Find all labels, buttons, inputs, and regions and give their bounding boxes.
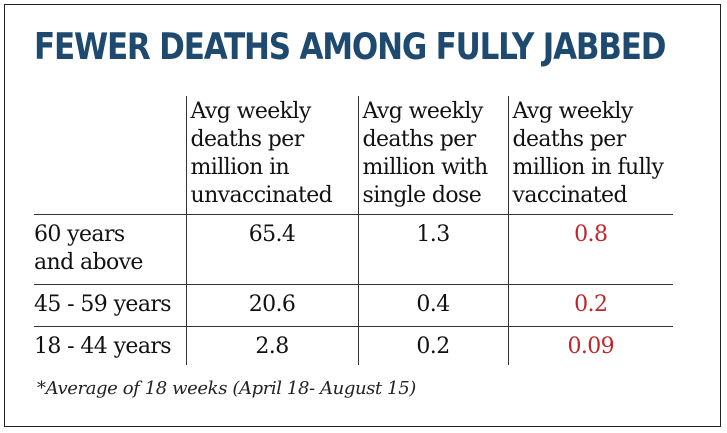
header-line: deaths per bbox=[362, 127, 477, 152]
row-label: 60 years and above bbox=[34, 214, 186, 285]
cell-single-dose: 0.2 bbox=[357, 326, 508, 365]
data-table: Avg weekly deaths per million in unvacci… bbox=[34, 96, 673, 365]
column-header-fully-vaccinated: Avg weekly deaths per million in fully v… bbox=[507, 96, 673, 215]
table-row: 60 years and above 65.4 1.3 0.8 bbox=[34, 214, 673, 285]
header-line: single dose bbox=[362, 183, 482, 208]
cell-unvaccinated: 20.6 bbox=[185, 284, 358, 327]
row-label: 18 - 44 years bbox=[34, 334, 172, 359]
cell-single-dose: 0.4 bbox=[357, 284, 508, 327]
row-label: 45 - 59 years bbox=[34, 284, 186, 327]
corner-cell bbox=[34, 96, 186, 215]
header-line: million in fully bbox=[512, 155, 664, 180]
header-line: deaths per bbox=[512, 127, 627, 152]
cell-unvaccinated: 2.8 bbox=[185, 326, 358, 365]
cell-fully-vaccinated: 0.8 bbox=[507, 214, 673, 285]
column-header-unvaccinated: Avg weekly deaths per million in unvacci… bbox=[185, 96, 358, 215]
table-row: 45 - 59 years 20.6 0.4 0.2 bbox=[34, 284, 673, 327]
cell-single-dose: 1.3 bbox=[357, 214, 508, 285]
header-line: million with bbox=[362, 155, 489, 180]
chart-title: FEWER DEATHS AMONG FULLY JABBED bbox=[34, 26, 666, 69]
row-label-line: 60 years bbox=[34, 222, 125, 247]
header-line: deaths per bbox=[190, 127, 305, 152]
cell-fully-vaccinated: 0.09 bbox=[507, 326, 673, 365]
row-label-line: and above bbox=[34, 250, 143, 275]
header-row: Avg weekly deaths per million in unvacci… bbox=[34, 96, 673, 215]
header-line: Avg weekly bbox=[190, 99, 312, 124]
header-line: Avg weekly bbox=[512, 99, 634, 124]
cell-unvaccinated: 65.4 bbox=[185, 214, 358, 285]
column-header-single-dose: Avg weekly deaths per million with singl… bbox=[357, 96, 508, 215]
table-row: 18 - 44 years 2.8 0.2 0.09 bbox=[34, 326, 673, 365]
header-line: unvaccinated bbox=[190, 183, 333, 208]
header-line: million in bbox=[190, 155, 290, 180]
header-line: vaccinated bbox=[512, 183, 628, 208]
cell-fully-vaccinated: 0.2 bbox=[507, 284, 673, 327]
footnote: *Average of 18 weeks (April 18- August 1… bbox=[37, 378, 416, 399]
header-line: Avg weekly bbox=[362, 99, 484, 124]
chart-frame bbox=[4, 4, 721, 427]
